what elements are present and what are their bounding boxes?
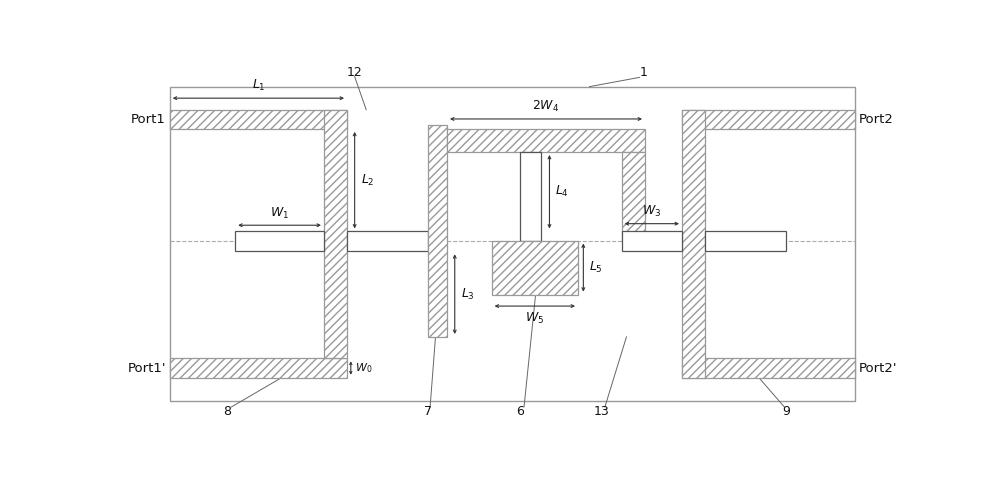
Bar [682,110,855,129]
Bar [682,110,705,378]
Text: $W_0$: $W_0$ [355,361,372,375]
Text: $L_1$: $L_1$ [252,78,265,93]
Bar [324,110,347,358]
Text: 8: 8 [224,405,232,418]
Bar [622,231,682,251]
Bar [520,152,541,240]
Bar [428,125,447,337]
Bar [347,231,428,251]
Text: $L_4$: $L_4$ [555,184,569,199]
Text: $L_3$: $L_3$ [461,287,475,302]
Text: Port2: Port2 [859,113,894,126]
Bar [170,358,347,378]
Text: 6: 6 [516,405,524,418]
Text: 1: 1 [639,66,647,79]
Text: 9: 9 [782,405,790,418]
Bar [492,240,578,294]
Text: 12: 12 [347,66,363,79]
Text: $W_1$: $W_1$ [270,206,289,221]
Bar [622,152,645,240]
Text: Port1': Port1' [128,361,166,375]
Text: $2W_4$: $2W_4$ [532,99,560,114]
Text: $W_5$: $W_5$ [525,311,544,326]
Bar [170,87,855,401]
Text: Port1: Port1 [131,113,166,126]
Bar [705,231,786,251]
Bar [682,358,855,378]
Bar [447,129,645,152]
Text: 13: 13 [593,405,609,418]
Text: $W_3$: $W_3$ [642,204,661,219]
Text: $L_2$: $L_2$ [361,173,374,188]
Bar [170,110,347,129]
Bar [235,231,324,251]
Text: 7: 7 [424,405,432,418]
Text: $L_5$: $L_5$ [589,260,603,275]
Text: Port2': Port2' [859,361,898,375]
